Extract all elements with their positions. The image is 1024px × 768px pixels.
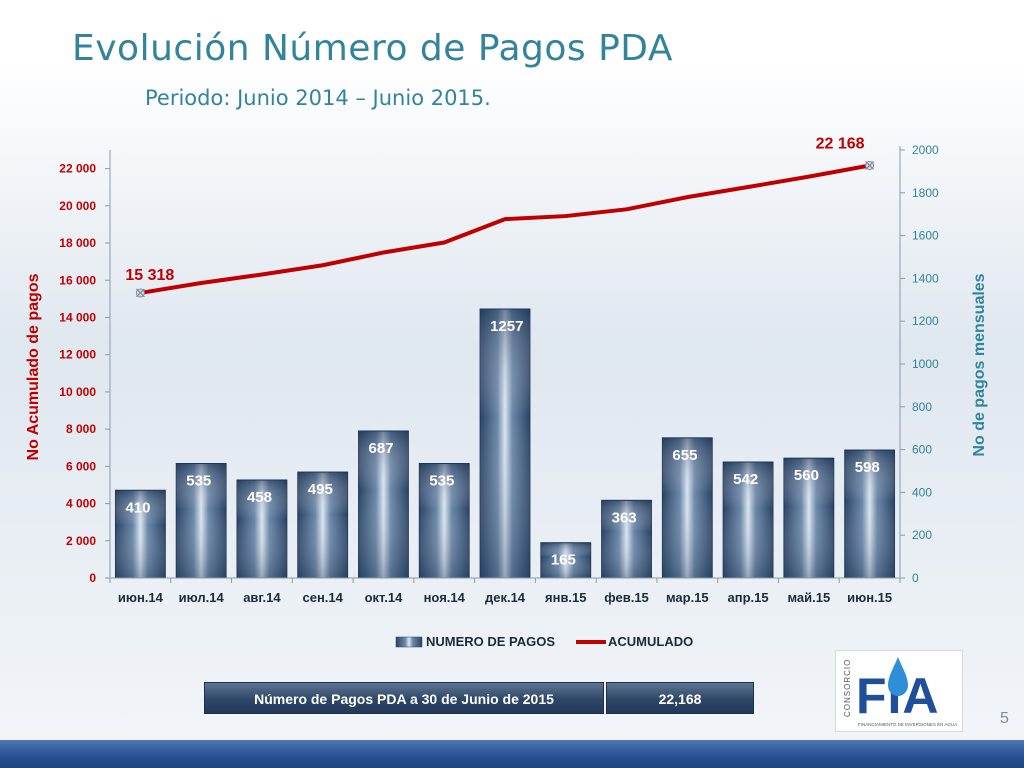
page-number: 5 [1000,710,1009,727]
y-right-tick-label: 2000 [912,143,939,157]
x-tick-label: дек.14 [485,590,526,605]
x-tick-label: фев.15 [604,590,649,605]
y-left-tick-label: 18 000 [59,236,96,250]
x-tick-label: мар.15 [666,590,709,605]
bar-shade [176,463,227,578]
y-right-axis-title: No de pagos mensuales [971,273,988,456]
y-left-tick-label: 8 000 [66,422,96,436]
line-last-label: 22 168 [816,135,865,152]
x-tick-label: янв.15 [545,590,587,605]
bar-value-label: 535 [186,473,211,490]
y-left-tick-label: 12 000 [59,348,96,362]
x-tick-label: май.15 [787,590,830,605]
y-left-tick-label: 22 000 [59,162,96,176]
bar-value-label: 542 [733,471,758,488]
summary-value: 22,168 [606,682,754,714]
y-left-tick-label: 6 000 [66,459,96,473]
y-right-tick-label: 1000 [912,357,939,371]
y-right-tick-label: 0 [912,571,919,585]
summary-bar: Número de Pagos PDA a 30 de Junio de 201… [204,682,754,714]
y-left-axis-title: No Acumulado de pagos [25,273,42,460]
water-drop-icon [888,657,908,696]
x-tick-label: окт.14 [365,590,404,605]
bar-value-label: 687 [369,440,394,457]
y-right-tick-label: 1400 [912,271,939,285]
y-right-tick-label: 1200 [912,314,939,328]
bar-shade [297,472,348,578]
page-subtitle: Periodo: Junio 2014 – Junio 2015. [145,86,491,110]
footer-bar [0,740,1024,768]
legend-bar-label: NUMERO DE PAGOS [426,634,555,649]
bar-value-label: 560 [794,467,819,484]
legend-bar-swatch [395,636,423,648]
page-title: Evolución Número de Pagos PDA [72,28,674,69]
bar-shade [783,458,834,578]
bar-value-label: 535 [429,473,454,490]
bar-shade [662,437,713,578]
bar-shade [480,309,530,578]
y-left-tick-label: 14 000 [59,310,96,324]
bar-shade [358,430,409,578]
summary-label: Número de Pagos PDA a 30 de Junio de 201… [204,682,604,714]
y-right-tick-label: 1600 [912,229,939,243]
fia-logo: CONSORCIO FIA FINANCIAMIENTO DE INVERSIO… [835,650,963,732]
bar-shade [540,542,591,578]
line-point-cross [135,288,145,298]
bar-shade [237,479,287,578]
bar-shade [115,490,166,578]
bar-shade [419,463,470,578]
y-right-tick-label: 800 [912,400,932,414]
y-right-tick-label: 600 [912,443,932,457]
y-left-tick-label: 10 000 [59,385,96,399]
x-tick-label: июн.15 [847,590,892,605]
bar-value-label: 1257 [490,318,523,335]
y-left-tick-label: 20 000 [59,199,96,213]
x-tick-label: сен.14 [302,590,343,605]
y-left-tick-label: 0 [89,571,96,585]
bar-value-label: 363 [612,509,637,526]
bar-value-label: 655 [672,447,697,464]
bar-value-label: 410 [125,499,150,516]
x-tick-label: ноя.14 [424,590,466,605]
legend: NUMERO DE PAGOS ACUMULADO [395,634,693,649]
logo-vertical-text: CONSORCIO [843,659,852,717]
y-left-tick-label: 4 000 [66,497,96,511]
x-tick-label: июн.14 [118,590,164,605]
bar-value-label: 165 [551,552,576,569]
cumulative-line [140,163,870,295]
bar-value-label: 495 [308,481,333,498]
x-tick-label: апр.15 [728,590,769,605]
bar-value-label: 458 [247,489,272,506]
y-left-tick-label: 16 000 [59,273,96,287]
line-first-label: 15 318 [125,267,174,284]
bar-shade [844,450,895,578]
x-tick-label: авг.14 [243,590,281,605]
chart: 0 2 000 4 000 6 000 8 000 10 000 12 000 14 000 1… [25,135,988,649]
bar-shade [601,500,652,578]
y-right-tick-label: 400 [912,485,932,499]
y-left-tick-label: 2 000 [66,534,96,548]
bar-value-label: 598 [855,459,880,476]
bar-shade [723,462,773,578]
logo-tagline: FINANCIAMIENTO DE INVERSIONES EN AGUA [858,722,957,727]
x-tick-label: июл.14 [179,590,225,605]
y-right-tick-label: 1800 [912,186,939,200]
legend-line-label: ACUMULADO [608,634,693,649]
line-point-cross [865,161,875,170]
y-right-tick-label: 200 [912,528,932,542]
